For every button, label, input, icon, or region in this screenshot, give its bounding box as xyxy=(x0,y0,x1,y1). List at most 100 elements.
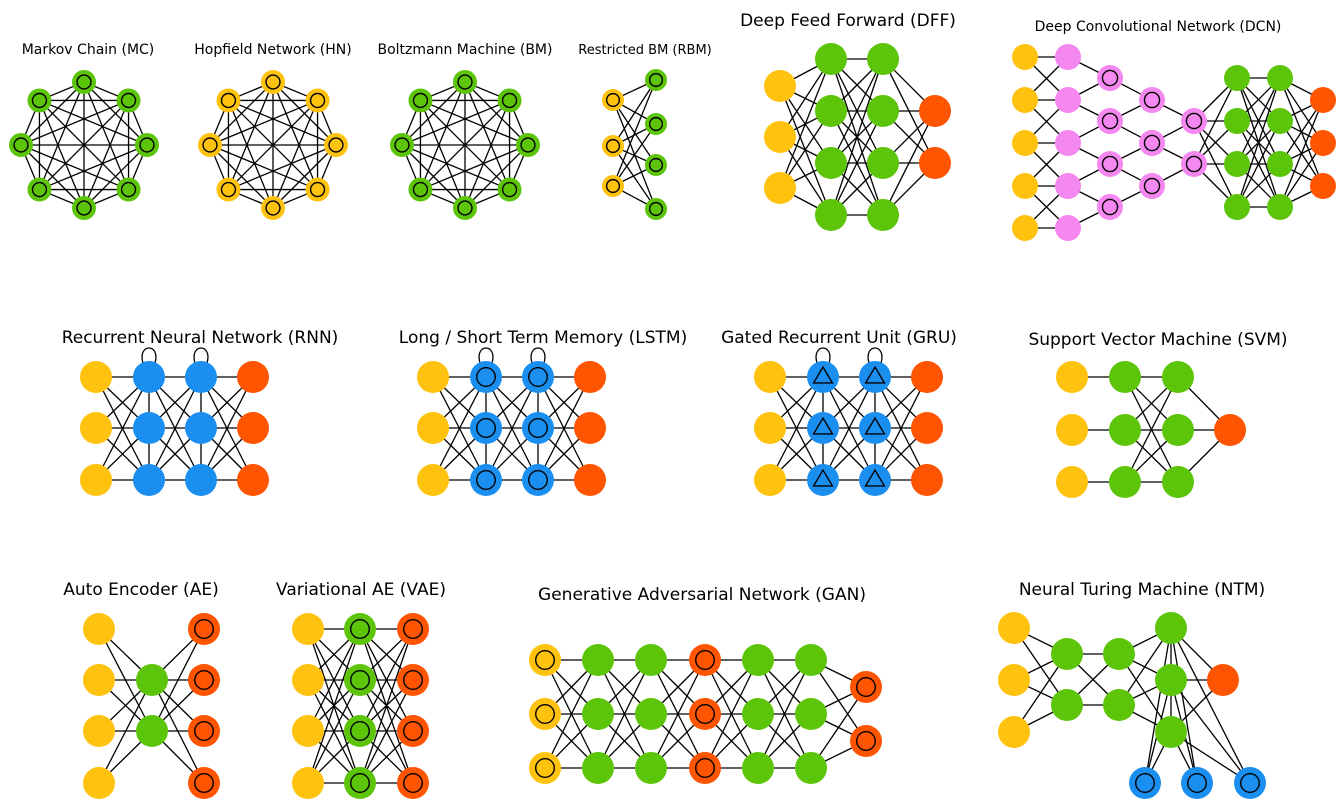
gru-blue-node xyxy=(859,464,891,496)
ntm-connection xyxy=(1170,627,1251,784)
inner-circle-icon xyxy=(528,367,548,387)
gan-orange-node xyxy=(850,725,882,757)
dcn-pink-node xyxy=(1055,215,1081,241)
ntm-green-node xyxy=(1103,638,1135,670)
ae-connection xyxy=(98,679,153,784)
dcn-pink-node xyxy=(1097,151,1123,177)
gru-self-loop xyxy=(815,347,831,364)
ntm-yellow-node xyxy=(998,612,1030,644)
inner-circle-icon xyxy=(1185,155,1203,173)
inner-circle-icon xyxy=(1240,773,1260,793)
lstm-orange-node xyxy=(574,464,606,496)
gru-blue-node xyxy=(807,464,839,496)
gan-connection xyxy=(650,659,706,769)
title-lstm: Long / Short Term Memory (LSTM) xyxy=(399,328,687,348)
vae-connection xyxy=(307,628,361,732)
bm-connection xyxy=(401,144,466,209)
bm-green-node xyxy=(497,177,522,202)
vae-green-node xyxy=(344,715,376,747)
title-bm: Boltzmann Machine (BM) xyxy=(378,42,553,58)
rbm-connection xyxy=(612,79,657,187)
ae-connection xyxy=(151,628,205,732)
rnn-yellow-node xyxy=(80,464,112,496)
hn-yellow-node xyxy=(305,177,330,202)
gan-green-node xyxy=(795,644,827,676)
gan-green-node xyxy=(582,644,614,676)
inner-circle-icon xyxy=(520,137,536,153)
rbm-connection xyxy=(612,145,657,210)
mc-connection xyxy=(39,99,148,146)
gan-yellow-node xyxy=(529,698,561,730)
title-gan: Generative Adversarial Network (GAN) xyxy=(538,585,866,605)
ntm-connection xyxy=(1144,627,1172,784)
ntm-green-node xyxy=(1051,638,1083,670)
inner-circle-icon xyxy=(13,137,29,153)
gan-orange-node xyxy=(850,671,882,703)
ae-yellow-node xyxy=(83,715,115,747)
dff-green-node xyxy=(867,43,899,75)
gru-yellow-node xyxy=(754,412,786,444)
inner-circle-icon xyxy=(501,92,518,109)
rnn-self-loop xyxy=(141,347,157,364)
title-rnn: Recurrent Neural Network (RNN) xyxy=(62,328,339,348)
rbm-yellow-node xyxy=(602,135,624,157)
inner-circle-icon xyxy=(648,116,664,132)
dcn-green-node xyxy=(1224,65,1250,91)
title-ntm: Neural Turing Machine (NTM) xyxy=(1019,580,1265,600)
dcn-green-node xyxy=(1267,151,1293,177)
rbm-green-node xyxy=(645,113,667,135)
dcn-connection xyxy=(1236,120,1281,208)
gan-yellow-node xyxy=(529,752,561,784)
dcn-pink-node xyxy=(1139,130,1165,156)
rnn-connection xyxy=(148,376,202,481)
dcn-pink-node xyxy=(1097,65,1123,91)
dcn-green-node xyxy=(1267,65,1293,91)
hn-yellow-node xyxy=(324,133,348,157)
gru-connection xyxy=(874,376,928,481)
bm-green-node xyxy=(516,133,540,157)
vae-yellow-node xyxy=(292,715,324,747)
inner-circle-icon xyxy=(605,92,621,108)
inner-circle-icon xyxy=(648,72,664,88)
dcn-connection xyxy=(1236,77,1281,208)
dcn-pink-node xyxy=(1181,151,1207,177)
inner-circle-icon xyxy=(528,418,548,438)
inner-circle-icon xyxy=(350,670,370,690)
dcn-pink-node xyxy=(1055,173,1081,199)
vae-connection xyxy=(359,628,414,732)
inner-circle-icon xyxy=(403,619,423,639)
dcn-pink-node xyxy=(1097,108,1123,134)
gan-green-node xyxy=(582,698,614,730)
svm-orange-node xyxy=(1214,414,1246,446)
dcn-yellow-node xyxy=(1012,215,1038,241)
inner-circle-icon xyxy=(1143,177,1161,195)
inner-circle-icon xyxy=(350,773,370,793)
gan-connection xyxy=(704,659,759,769)
ae-yellow-node xyxy=(83,613,115,645)
inner-circle-icon xyxy=(328,137,344,153)
gan-green-node xyxy=(635,644,667,676)
lstm-blue-node xyxy=(522,361,554,393)
dcn-green-node xyxy=(1224,151,1250,177)
vae-connection xyxy=(359,679,414,784)
dff-green-node xyxy=(815,43,847,75)
inner-circle-icon xyxy=(1143,134,1161,152)
title-vae: Variational AE (VAE) xyxy=(276,580,446,600)
rnn-blue-node xyxy=(185,464,217,496)
hn-yellow-node xyxy=(216,177,241,202)
mc-green-node xyxy=(135,133,159,157)
gan-green-node xyxy=(635,752,667,784)
ntm-blue-node xyxy=(1234,767,1266,799)
lstm-blue-node xyxy=(470,464,502,496)
inner-circle-icon xyxy=(856,731,876,751)
inner-circle-icon xyxy=(501,181,518,198)
rnn-connection xyxy=(200,376,254,481)
ae-orange-node xyxy=(188,767,220,799)
inner-circle-icon xyxy=(695,650,715,670)
svm-green-node xyxy=(1109,361,1141,393)
ntm-connection xyxy=(1170,627,1198,784)
ntm-green-node xyxy=(1051,689,1083,721)
dff-green-node xyxy=(867,147,899,179)
bm-green-node xyxy=(408,177,433,202)
dcn-connection xyxy=(1279,99,1324,208)
